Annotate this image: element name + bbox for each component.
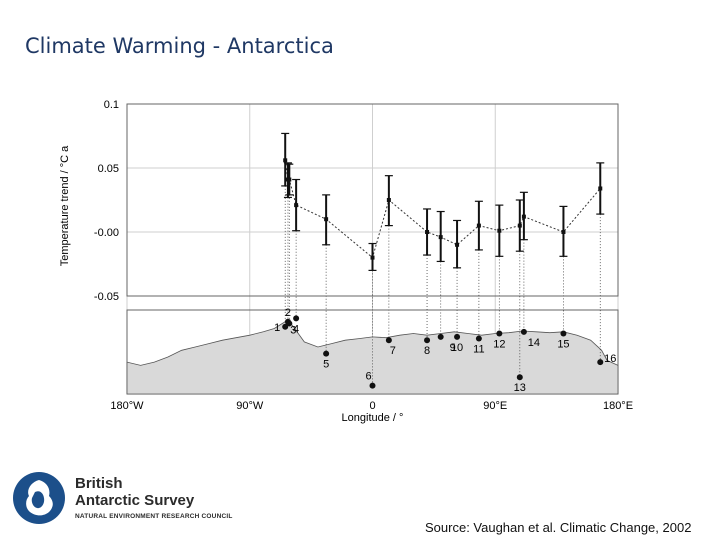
station-marker	[454, 333, 461, 340]
station-label: 6	[365, 371, 371, 383]
station-marker	[520, 328, 527, 335]
station-marker	[475, 335, 482, 342]
bas-logo: British Antarctic Survey NATURAL ENVIRON…	[13, 472, 253, 528]
y-tick-label: 0.1	[104, 99, 119, 111]
logo-subtitle: NATURAL ENVIRONMENT RESEARCH COUNCIL	[75, 513, 233, 520]
station-marker	[323, 350, 330, 357]
station-label: 16	[604, 353, 616, 365]
station-label: 8	[424, 345, 430, 357]
penguin-globe-icon	[13, 472, 65, 524]
trend-point	[370, 255, 375, 260]
trend-point	[324, 217, 329, 222]
station-label: 4	[293, 323, 299, 335]
logo-name-line1: British	[75, 475, 123, 492]
source-citation: Source: Vaughan et al. Climatic Change, …	[425, 520, 692, 535]
trend-point	[287, 177, 292, 182]
logo-wordmark: British Antarctic Survey	[75, 475, 194, 509]
trend-point	[521, 214, 526, 219]
station-marker	[424, 337, 431, 344]
trend-point	[294, 203, 299, 208]
trend-point	[455, 242, 460, 247]
station-label: 12	[493, 339, 505, 351]
station-label: 15	[557, 339, 569, 351]
station-label: 1	[274, 322, 280, 334]
x-tick-label: 0	[369, 400, 375, 412]
trend-point	[517, 223, 522, 228]
x-tick-label: 90°E	[483, 400, 507, 412]
station-marker	[385, 337, 392, 344]
station-marker	[282, 323, 289, 330]
station-label: 14	[528, 337, 540, 349]
station-marker	[369, 382, 376, 389]
station-label: 13	[514, 382, 526, 394]
station-marker	[516, 374, 523, 381]
plot-frame	[126, 103, 619, 297]
station-label: 11	[473, 344, 484, 356]
trend-point	[438, 235, 443, 240]
station-label: 2	[285, 307, 291, 319]
trend-point	[476, 223, 481, 228]
station-label: 5	[323, 359, 329, 371]
station-marker	[496, 330, 503, 337]
station-label: 10	[451, 342, 463, 354]
station-label: 9	[450, 342, 456, 354]
x-tick-label: 180°E	[603, 400, 633, 412]
trend-point	[561, 230, 566, 234]
station-label: 3	[290, 324, 296, 336]
x-tick-label: 90°W	[236, 400, 264, 412]
trend-point	[283, 158, 288, 163]
y-axis-title: Temperature trend / °C a	[59, 145, 71, 266]
x-axis-title: Longitude / °	[342, 412, 404, 424]
y-tick-label: -0.05	[94, 291, 119, 303]
station-label: 7	[390, 345, 396, 357]
trend-connector-line	[284, 160, 601, 259]
x-tick-label: 180°W	[110, 400, 144, 412]
station-marker	[597, 359, 604, 366]
station-marker	[560, 330, 567, 337]
logo-name-line2: Antarctic Survey	[75, 492, 195, 509]
trend-point	[425, 230, 430, 234]
y-tick-label: 0.05	[98, 163, 119, 175]
station-marker	[437, 333, 444, 340]
slide-title: Climate Warming - Antarctica	[25, 34, 334, 58]
station-marker	[293, 315, 300, 322]
station-marker	[286, 320, 293, 327]
trend-point	[497, 228, 502, 233]
trend-point	[386, 198, 391, 202]
y-tick-label: -0.00	[94, 227, 119, 239]
trend-point	[598, 186, 603, 191]
